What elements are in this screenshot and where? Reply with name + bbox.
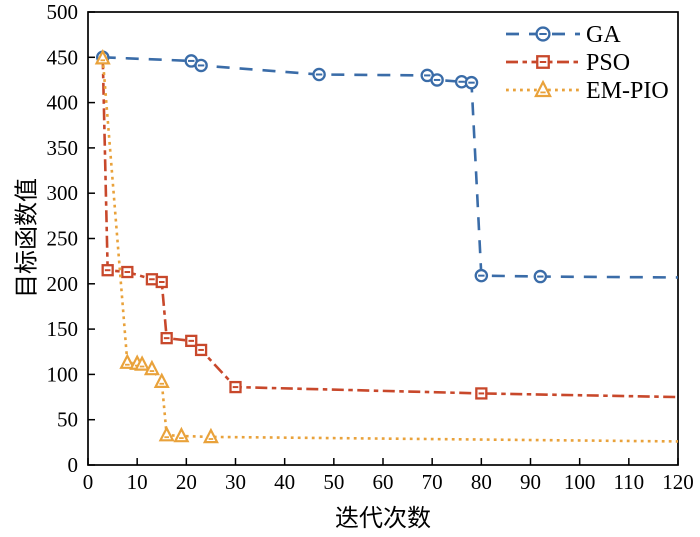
- legend-label-ga: GA: [586, 22, 621, 48]
- y-tick-label: 0: [68, 453, 79, 477]
- x-tick-label: 40: [274, 470, 295, 494]
- y-tick-label: 50: [57, 408, 78, 432]
- triangle-delta-marker-icon: [134, 355, 151, 371]
- square-minus-marker-icon: [229, 380, 242, 394]
- circle-minus-marker-icon: [474, 268, 489, 283]
- y-tick-label: 200: [47, 272, 79, 296]
- ga-series-markers: [96, 50, 548, 284]
- legend-label-pso: PSO: [586, 50, 630, 76]
- triangle-delta-marker-icon: [202, 427, 219, 444]
- y-tick-label: 100: [47, 362, 79, 386]
- x-axis-title: 迭代次数: [335, 506, 431, 532]
- circle-minus-marker-icon: [194, 58, 208, 73]
- x-tick-label: 10: [127, 470, 148, 494]
- x-tick-label: 90: [520, 470, 541, 494]
- x-tick-label: 120: [662, 470, 694, 494]
- square-minus-marker-icon: [475, 387, 488, 400]
- square-minus-marker-icon: [185, 334, 198, 348]
- square-minus-marker-icon: [101, 264, 114, 277]
- circle-minus-marker-icon: [312, 67, 326, 82]
- series-pso: [101, 57, 679, 400]
- circle-minus-marker-icon: [430, 73, 444, 87]
- triangle-delta-marker-icon: [158, 425, 175, 442]
- y-tick-label: 300: [47, 181, 79, 205]
- square-minus-marker-icon: [145, 273, 159, 286]
- y-tick-label: 350: [47, 136, 79, 160]
- square-minus-marker-icon: [160, 332, 173, 345]
- square-minus-marker-icon: [194, 343, 208, 357]
- y-tick-label: 400: [47, 91, 79, 115]
- em-pio-series-markers: [94, 49, 219, 444]
- x-tick-label: 60: [373, 470, 394, 494]
- x-tick-label: 70: [422, 470, 443, 494]
- x-tick-label: 0: [83, 470, 94, 494]
- circle-minus-marker-icon: [535, 26, 551, 42]
- square-minus-marker-icon: [155, 275, 168, 289]
- x-tick-label: 80: [471, 470, 492, 494]
- legend-item-ga: GA: [506, 22, 621, 48]
- triangle-delta-marker-icon: [534, 79, 552, 98]
- em-pio-series-line: [101, 58, 679, 443]
- y-tick-label: 500: [47, 0, 79, 24]
- triangle-delta-marker-icon: [153, 372, 170, 388]
- y-tick-label: 150: [47, 317, 79, 341]
- x-tick-label: 30: [225, 470, 246, 494]
- triangle-delta-marker-icon: [119, 353, 136, 369]
- triangle-delta-marker-icon: [143, 359, 160, 376]
- legend-item-pso: PSO: [506, 50, 630, 76]
- circle-minus-marker-icon: [533, 269, 548, 284]
- circle-minus-marker-icon: [464, 75, 479, 90]
- y-axis: 0 50 100 150 200 250 300 350 400 450 500: [47, 0, 95, 477]
- pso-series-markers: [101, 264, 488, 400]
- triangle-delta-marker-icon: [94, 49, 111, 65]
- triangle-delta-marker-icon: [173, 426, 190, 443]
- x-tick-label: 110: [613, 470, 644, 494]
- x-axis: 0 10 20 30 40 50 60 70 80 90 100 110 120: [83, 458, 694, 494]
- y-axis-title: 目标函数值: [14, 178, 41, 298]
- square-minus-marker-icon: [536, 55, 550, 69]
- legend-item-em-pio: EM-PIO: [506, 78, 669, 104]
- y-tick-label: 250: [47, 227, 79, 251]
- x-tick-label: 50: [323, 470, 344, 494]
- series-ga: [96, 50, 679, 284]
- x-tick-label: 100: [564, 470, 596, 494]
- y-tick-label: 450: [47, 45, 79, 69]
- series-em-pio: [94, 49, 679, 444]
- legend-label-em-pio: EM-PIO: [586, 78, 669, 104]
- x-tick-label: 20: [176, 470, 197, 494]
- square-minus-marker-icon: [121, 265, 134, 279]
